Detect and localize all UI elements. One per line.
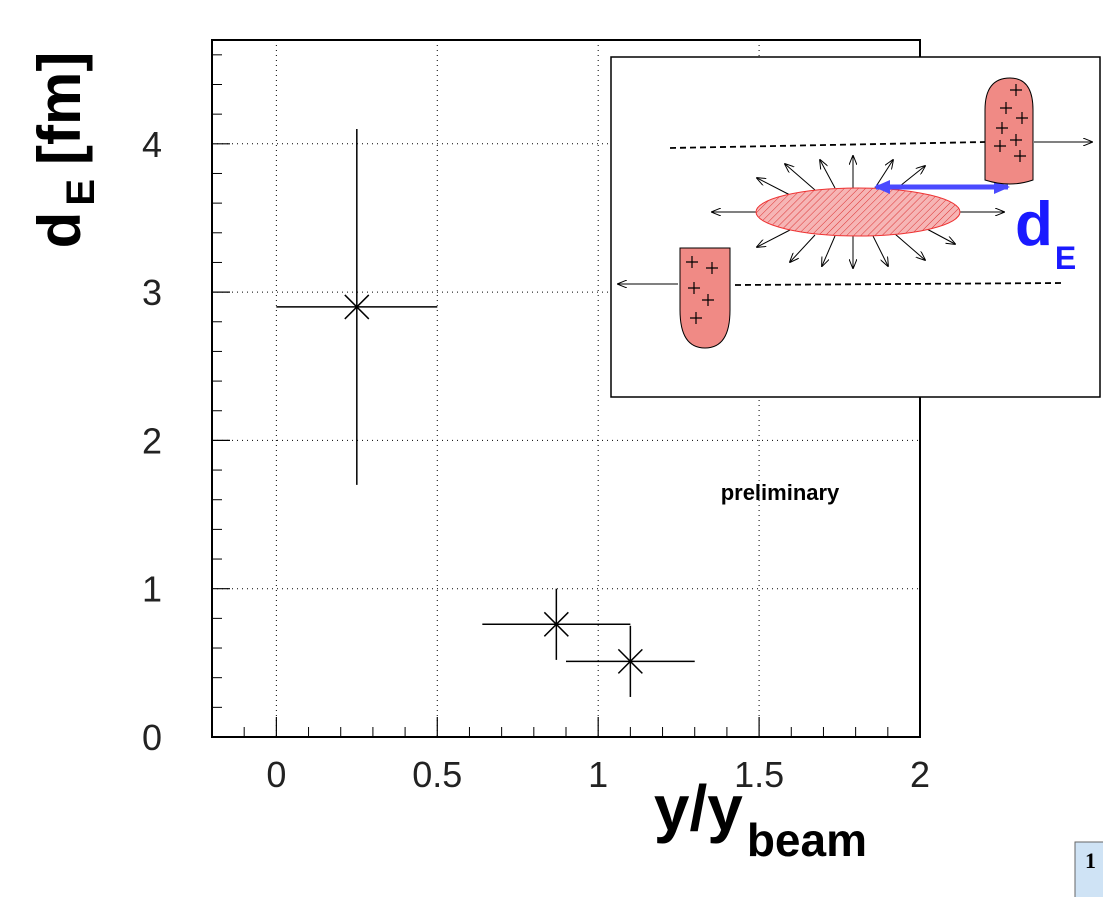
spectator — [984, 77, 1034, 185]
fireball — [755, 187, 961, 237]
y-tick-label: 4 — [142, 124, 162, 165]
inset-label-sub: E — [1055, 240, 1076, 276]
inset-label: dE — [1015, 190, 1076, 276]
dashed-path — [669, 141, 986, 149]
dashed-path — [734, 282, 1063, 286]
x-label-main: y/y — [654, 772, 743, 844]
y-tick-label: 1 — [142, 569, 162, 610]
page-number-box — [1074, 841, 1103, 897]
x-label-sub: beam — [747, 814, 867, 866]
x-axis-label: y/ybeam — [654, 772, 867, 866]
x-tick-label: 1 — [588, 754, 608, 795]
y-tick-label: 2 — [142, 420, 162, 461]
x-tick-label: 0 — [266, 754, 286, 795]
inset-label-main: d — [1015, 190, 1053, 259]
y-label-sub: E — [59, 179, 103, 206]
page-number: 1 — [1085, 848, 1096, 873]
y-label-main: d — [26, 212, 93, 249]
point-marker — [344, 294, 370, 320]
y-axis-label: dE [fm] — [26, 52, 103, 249]
spectator — [679, 247, 731, 349]
point-marker — [543, 611, 569, 637]
point-marker — [617, 648, 643, 674]
charges — [686, 84, 1028, 324]
y-tick-label: 0 — [142, 717, 162, 758]
annotation: preliminary — [721, 480, 840, 505]
y-tick-label: 3 — [142, 272, 162, 313]
inset-diagram: dE — [610, 56, 1101, 398]
x-tick-label: 1.5 — [734, 754, 784, 795]
x-tick-label: 0.5 — [412, 754, 462, 795]
x-tick-label: 2 — [910, 754, 930, 795]
y-label-unit: [fm] — [26, 52, 93, 165]
